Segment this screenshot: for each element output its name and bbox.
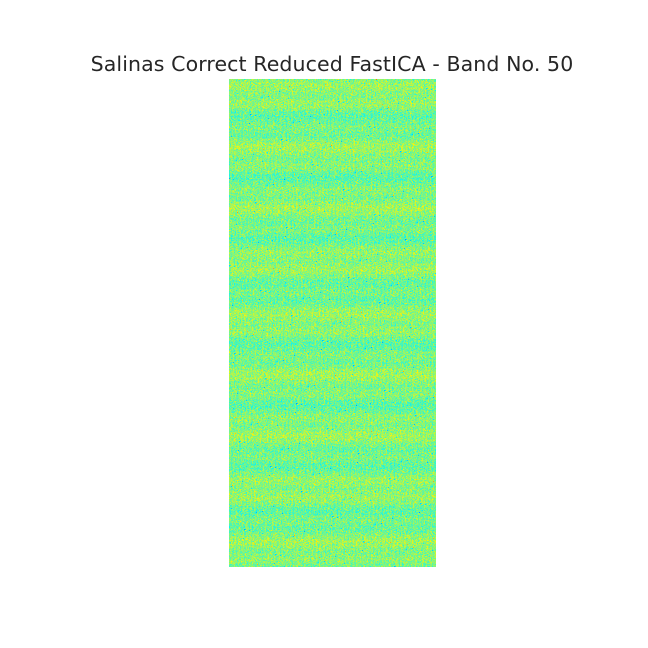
figure-title: Salinas Correct Reduced FastICA - Band N… — [90, 52, 574, 76]
band-image — [229, 79, 436, 567]
